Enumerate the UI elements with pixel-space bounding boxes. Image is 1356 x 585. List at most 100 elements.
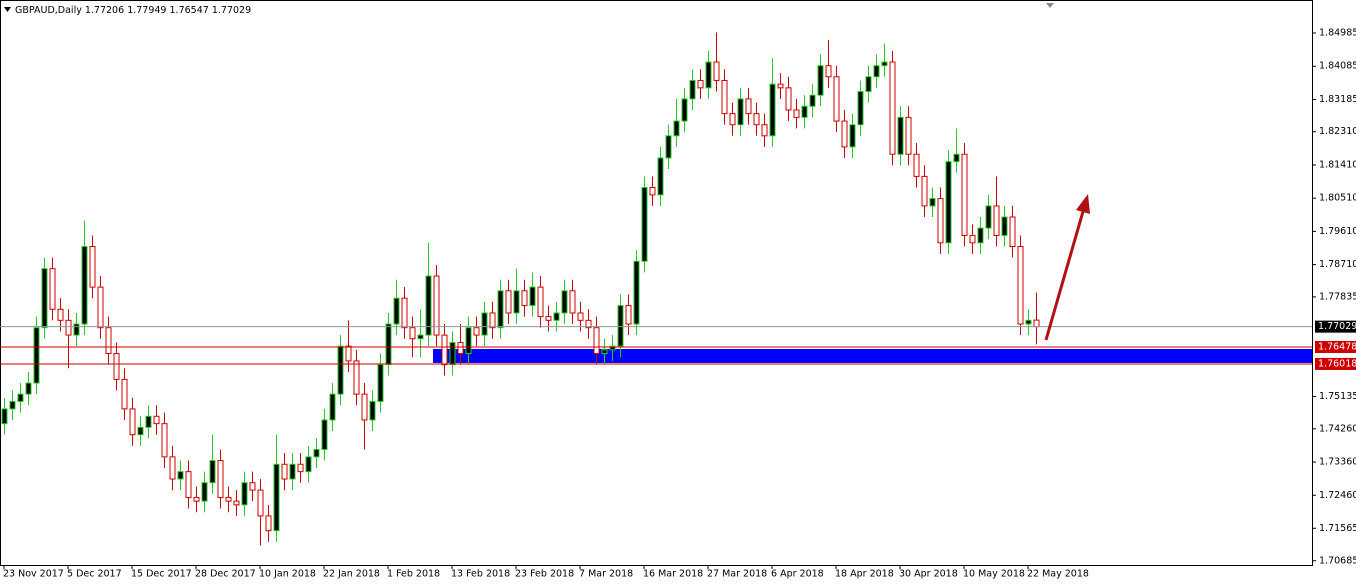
candle-body [441,334,448,366]
candle-body [969,234,976,244]
chart-header: GBPAUD,Daily 1.77206 1.77949 1.76547 1.7… [15,5,251,16]
candle-body [977,227,984,244]
candle-body [497,290,504,329]
candle-body [145,415,152,428]
candle-body [113,353,120,380]
candle-body [185,471,192,498]
x-tick-label: 30 Apr 2018 [899,569,958,580]
candle-body [633,260,640,325]
candle-body [673,120,680,137]
candle-body [353,360,360,395]
candle-body [457,341,464,355]
candle-body [89,246,96,288]
candle-body [641,186,648,262]
arrow-shaft [1044,207,1086,341]
candle-body [361,393,368,421]
candle-body [657,157,664,196]
candle-body [449,341,456,366]
candle-body [73,323,80,336]
candle-body [137,426,144,436]
candle-body [345,345,352,362]
candle-body [1017,246,1024,325]
candle-body [753,113,760,126]
candle-body [289,463,296,480]
candle-body [729,113,736,126]
annotations [1044,194,1090,341]
candle-body [617,305,624,347]
x-tick-label: 22 May 2018 [1027,569,1089,580]
candle-body [481,312,488,336]
candle-body [793,109,800,118]
candle-body [241,482,248,506]
x-tick-label: 13 Feb 2018 [451,569,510,580]
candle-body [257,489,264,517]
last-high: 1.77949 [127,5,166,16]
candle-body [809,94,816,107]
candle-body [329,393,336,421]
candle-body [393,297,400,325]
candle-body [473,327,480,336]
candle-body [897,116,904,155]
x-tick-label: 10 May 2018 [963,569,1025,580]
last-low: 1.76547 [170,5,209,16]
candle-body [1009,216,1016,248]
candle-body [305,456,312,473]
candle-body [953,153,960,163]
candle-body [913,153,920,177]
x-tick-label: 1 Feb 2018 [387,569,440,580]
candle-body [865,76,872,93]
candle-body [217,460,224,498]
candle-body [25,382,32,395]
y-tick-label: 1.78710 [1319,259,1356,270]
candle-body [905,116,912,155]
menu-triangle[interactable] [4,7,11,12]
candle-body [369,401,376,421]
candle-body [161,423,168,458]
symbol: GBPAUD,Daily [15,5,82,16]
candle-body [585,319,592,329]
candle-body [737,98,744,126]
level-label: 1.76018 [1318,358,1356,369]
candle-body [337,345,344,395]
candle-body [945,161,952,244]
candle-body [177,471,184,480]
candle-body [577,312,584,321]
last-close: 1.77029 [212,5,251,16]
candle-body [169,456,176,480]
candle-body [97,286,104,329]
candle-body [1033,319,1040,328]
candle-body [209,460,216,484]
x-tick-label: 23 Feb 2018 [515,569,574,580]
candle-body [9,401,16,410]
arrow-head [1076,194,1090,214]
plot-area [1,32,1312,546]
candle-body [273,463,280,532]
candle-body [401,297,408,329]
candle-body [697,79,704,89]
candle-body [489,312,496,329]
candle-body [81,246,88,325]
candle-body [721,79,728,115]
y-tick-label: 1.74260 [1319,423,1356,434]
candle-body [537,286,544,318]
y-tick-label: 1.70685 [1319,555,1356,566]
candle-body [33,327,40,384]
y-tick-label: 1.77835 [1319,291,1356,302]
x-tick-label: 18 Apr 2018 [835,569,894,580]
candle-body [65,319,72,336]
candle-body [745,98,752,115]
candle-body [889,61,896,155]
candle-body [505,290,512,314]
candle-body [153,415,160,425]
candle-body [297,463,304,473]
level-label-bg [1315,357,1356,370]
candle-body [961,153,968,236]
x-tick-label: 10 Jan 2018 [259,569,316,580]
candle-body [121,378,128,410]
candle-body [545,316,552,321]
candle-body [265,515,272,532]
candle-body [649,186,656,196]
candle-body [785,87,792,111]
